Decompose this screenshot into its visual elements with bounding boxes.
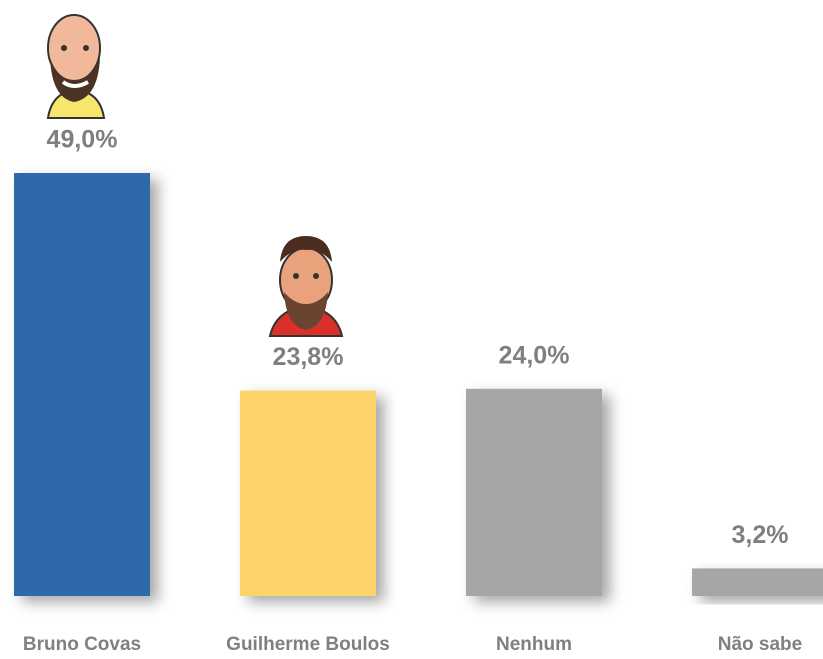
avatar-bruno-covas (46, 14, 106, 119)
category-label: Nenhum (496, 634, 572, 655)
value-label: 23,8% (273, 343, 344, 371)
category-label: Guilherme Boulos (226, 634, 390, 655)
bar (466, 388, 602, 596)
bar (692, 568, 823, 596)
category-label: Não sabe (718, 634, 802, 655)
value-label: 49,0% (47, 126, 118, 154)
value-label: 24,0% (499, 341, 570, 369)
avatar-guilherme-boulos (268, 236, 344, 337)
bar (240, 390, 376, 596)
value-label: 3,2% (732, 521, 789, 549)
bar (14, 173, 150, 596)
category-label: Bruno Covas (23, 634, 141, 655)
